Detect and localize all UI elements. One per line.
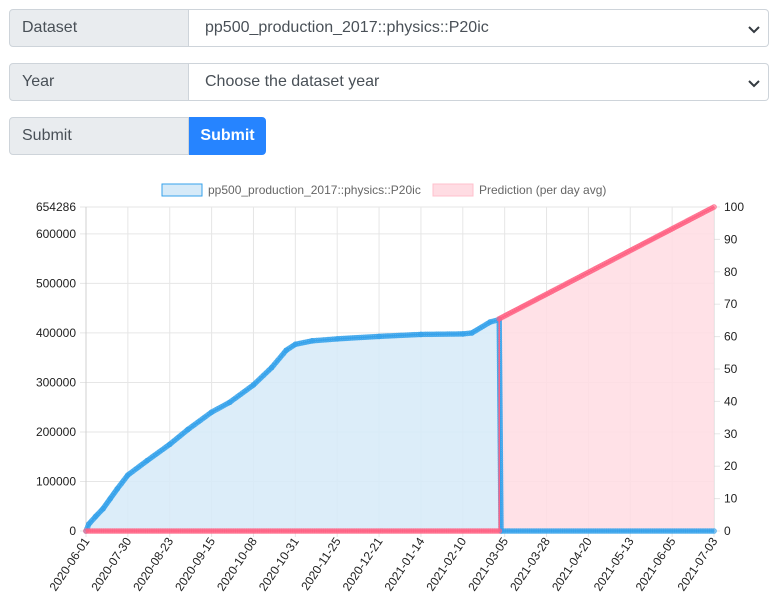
x-tick-label: 2020-06-01 xyxy=(47,535,93,594)
legend-swatch xyxy=(161,183,203,197)
x-tick-label: 2021-03-05 xyxy=(465,535,511,594)
x-tick-label: 2020-10-08 xyxy=(214,535,260,594)
x-tick-label: 2021-04-20 xyxy=(549,535,595,594)
x-tick-label: 2021-01-14 xyxy=(381,535,427,594)
submit-button[interactable]: Submit xyxy=(189,117,266,155)
legend-label: Prediction (per day avg) xyxy=(479,183,606,197)
x-tick-label: 2021-03-28 xyxy=(507,535,553,594)
x-tick-label: 2020-08-23 xyxy=(130,535,176,594)
y-left-tick-label: 0 xyxy=(69,524,76,538)
y-left-tick-label: 100000 xyxy=(36,474,76,488)
y-right-tick-label: 0 xyxy=(724,524,731,538)
data-point xyxy=(496,528,503,534)
y-right-tick-label: 80 xyxy=(724,265,738,279)
dataset-label: Dataset xyxy=(9,9,189,47)
series-area xyxy=(86,319,714,531)
x-tick-label: 2020-09-15 xyxy=(172,535,218,594)
y-left-tick-label: 200000 xyxy=(36,425,76,439)
y-left-tick-label: 600000 xyxy=(36,227,76,241)
year-label: Year xyxy=(9,63,189,101)
y-right-tick-label: 50 xyxy=(724,362,738,376)
chevron-down-icon xyxy=(748,80,760,88)
year-select-placeholder: Choose the dataset year xyxy=(205,73,380,90)
x-tick-label: 2020-10-31 xyxy=(256,535,302,594)
submit-label: Submit xyxy=(9,117,189,155)
x-tick-label: 2021-02-10 xyxy=(423,535,469,594)
data-point xyxy=(711,528,717,534)
x-tick-label: 2021-07-03 xyxy=(675,535,721,594)
x-tick-label: 2020-11-25 xyxy=(298,535,344,593)
y-left-tick-label: 400000 xyxy=(36,326,76,340)
year-select[interactable]: Choose the dataset year xyxy=(189,63,769,101)
y-right-tick-label: 90 xyxy=(724,232,738,246)
series-area xyxy=(86,207,714,531)
y-right-tick-label: 100 xyxy=(724,200,744,214)
x-tick-label: 2021-05-13 xyxy=(591,535,637,594)
y-right-tick-label: 40 xyxy=(724,394,738,408)
y-right-tick-label: 30 xyxy=(724,427,738,441)
x-tick-label: 2020-12-21 xyxy=(340,535,386,594)
y-left-tick-label: 300000 xyxy=(36,375,76,389)
legend-swatch xyxy=(432,183,474,197)
y-left-tick-label: 500000 xyxy=(36,276,76,290)
chevron-down-icon xyxy=(748,26,760,34)
dataset-row: Dataset pp500_production_2017::physics::… xyxy=(9,9,769,47)
x-tick-label: 2021-06-05 xyxy=(633,535,679,594)
year-row: Year Choose the dataset year xyxy=(9,63,769,101)
x-tick-label: 2020-07-30 xyxy=(88,535,134,594)
submit-row: Submit Submit xyxy=(9,117,266,155)
y-left-tick-label: 654286 xyxy=(36,200,76,214)
dataset-select-value: pp500_production_2017::physics::P20ic xyxy=(205,19,489,36)
dataset-select[interactable]: pp500_production_2017::physics::P20ic xyxy=(189,9,769,47)
y-right-tick-label: 70 xyxy=(724,297,738,311)
y-right-tick-label: 20 xyxy=(724,459,738,473)
legend-label: pp500_production_2017::physics::P20ic xyxy=(208,183,421,197)
y-right-tick-label: 60 xyxy=(724,330,738,344)
y-right-tick-label: 10 xyxy=(724,492,738,506)
data-point xyxy=(711,204,717,210)
